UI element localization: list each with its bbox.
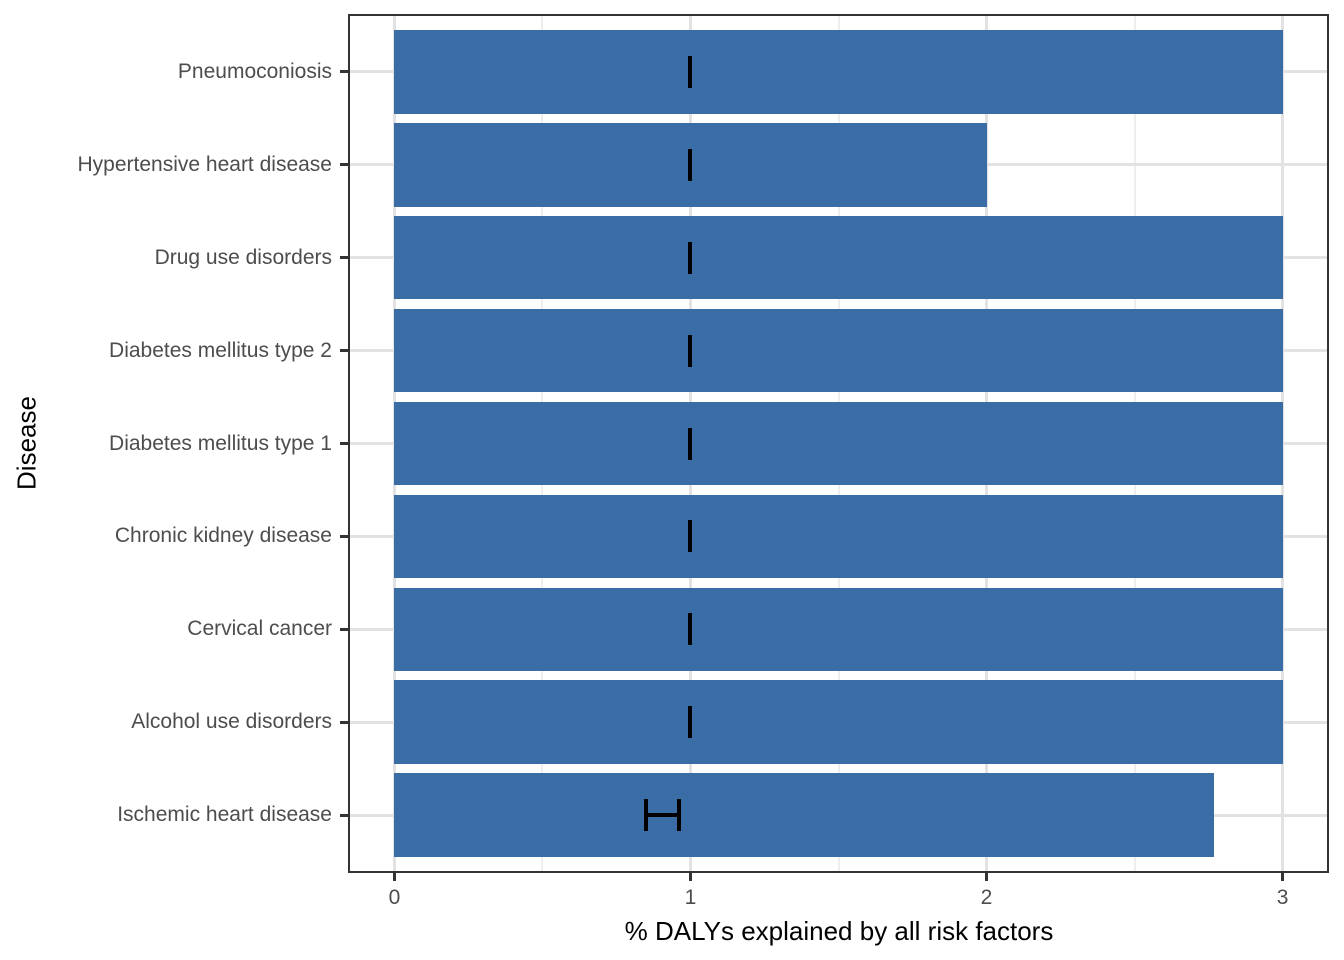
- y-tickmark-cervical-cancer: [340, 627, 348, 631]
- y-tick-label-diabetes-mellitus-type-1: Diabetes mellitus type 1: [109, 431, 332, 455]
- error-bar-ischemic-heart-disease-line: [646, 813, 679, 818]
- y-tickmark-drug-use-disorders: [340, 256, 348, 260]
- y-tick-label-chronic-kidney-disease: Chronic kidney disease: [114, 524, 332, 548]
- y-tick-label-hypertensive-heart-disease: Hypertensive heart disease: [77, 152, 332, 176]
- y-tickmark-chronic-kidney-disease: [340, 534, 348, 538]
- y-tickmark-hypertensive-heart-disease: [340, 163, 348, 167]
- x-axis-title: % DALYs explained by all risk factors: [624, 916, 1054, 946]
- error-bar-alcohol-use-disorders: [688, 706, 693, 739]
- x-tick-label-0: 0: [388, 886, 401, 909]
- x-tickmark-2: [985, 873, 989, 881]
- error-bar-diabetes-mellitus-type-2: [688, 334, 693, 367]
- y-tickmark-ischemic-heart-disease: [340, 813, 348, 817]
- error-bar-diabetes-mellitus-type-1: [688, 427, 693, 460]
- bar-chronic-kidney-disease: [394, 494, 1283, 579]
- bar-diabetes-mellitus-type-2: [394, 308, 1283, 393]
- bar-alcohol-use-disorders: [394, 680, 1283, 765]
- y-tickmark-pneumoconiosis: [340, 70, 348, 74]
- x-tick-label-1: 1: [684, 886, 697, 909]
- bar-drug-use-disorders: [394, 215, 1283, 300]
- error-bar-pneumoconiosis: [688, 55, 693, 88]
- x-tick-label-3: 3: [1276, 886, 1289, 909]
- error-bar-ischemic-heart-disease-cap-high: [676, 799, 681, 832]
- bar-diabetes-mellitus-type-1: [394, 401, 1283, 486]
- error-bar-cervical-cancer: [688, 613, 693, 646]
- error-bar-hypertensive-heart-disease: [688, 148, 693, 181]
- x-tickmark-1: [688, 873, 692, 881]
- error-bar-chronic-kidney-disease: [688, 520, 693, 553]
- y-tick-label-cervical-cancer: Cervical cancer: [187, 617, 332, 641]
- y-tick-label-alcohol-use-disorders: Alcohol use disorders: [131, 710, 332, 734]
- y-tickmark-diabetes-mellitus-type-1: [340, 442, 348, 445]
- x-tickmark-0: [392, 873, 396, 881]
- x-tickmark-3: [1281, 873, 1285, 881]
- error-bar-ischemic-heart-disease-cap-low: [644, 799, 649, 832]
- y-tickmark-alcohol-use-disorders: [340, 720, 348, 724]
- y-tick-label-pneumoconiosis: Pneumoconiosis: [177, 59, 332, 83]
- bar-ischemic-heart-disease: [394, 773, 1215, 858]
- bar-pneumoconiosis: [394, 29, 1283, 114]
- y-tick-label-drug-use-disorders: Drug use disorders: [154, 245, 332, 269]
- y-tickmark-diabetes-mellitus-type-2: [340, 349, 348, 353]
- y-tick-label-ischemic-heart-disease: Ischemic heart disease: [117, 803, 332, 827]
- plot-panel: [348, 14, 1329, 873]
- x-tick-label-2: 2: [980, 886, 993, 909]
- y-tick-label-diabetes-mellitus-type-2: Diabetes mellitus type 2: [109, 338, 332, 362]
- bar-cervical-cancer: [394, 587, 1283, 672]
- error-bar-drug-use-disorders: [688, 241, 693, 274]
